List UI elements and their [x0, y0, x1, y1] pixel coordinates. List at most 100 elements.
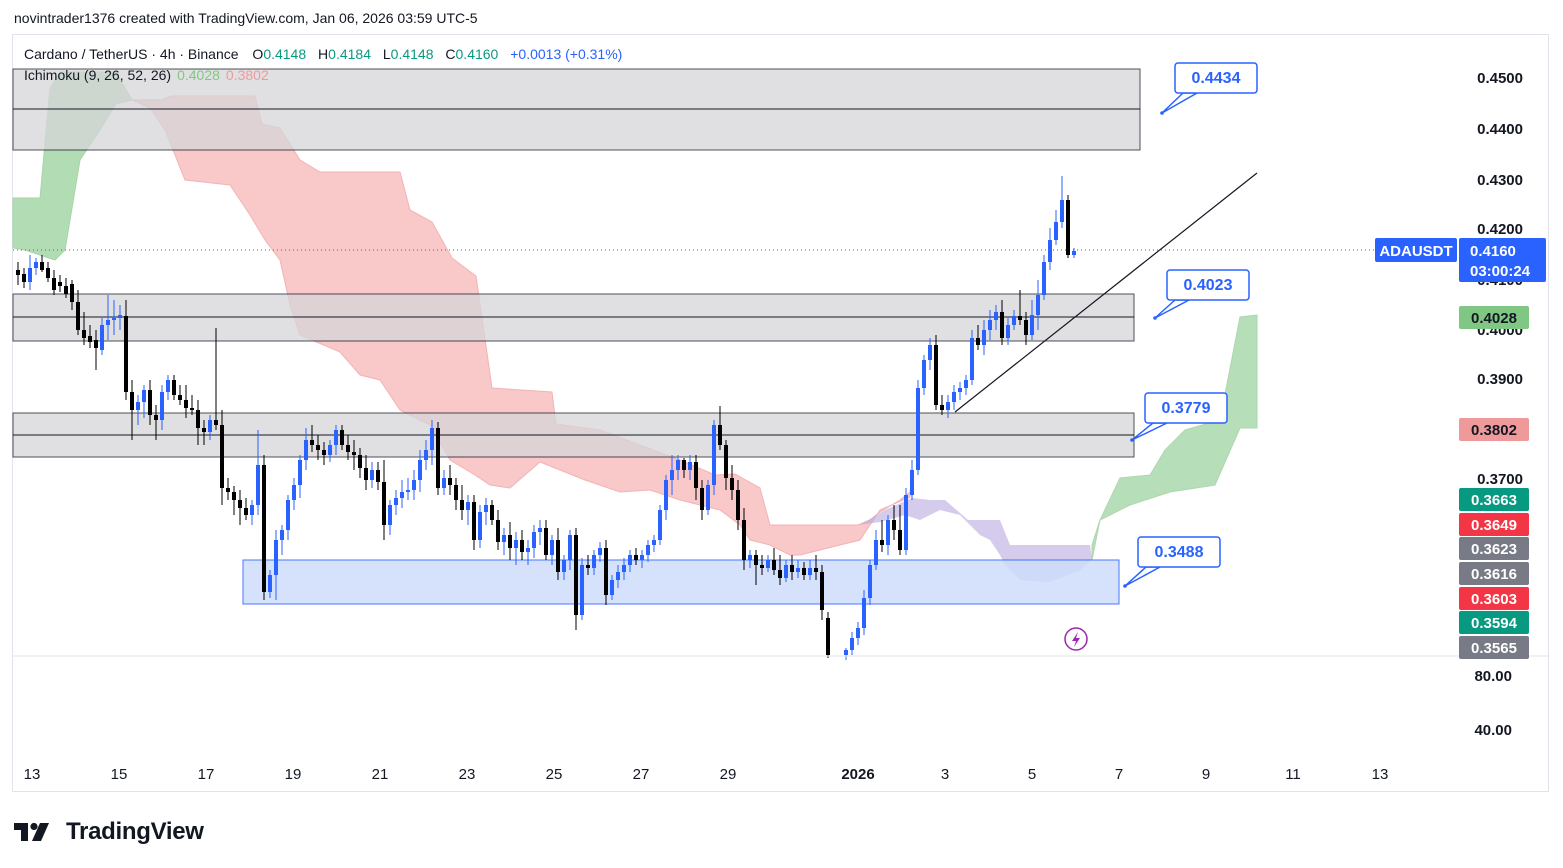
candle-body	[388, 505, 392, 525]
candle-body	[322, 450, 326, 455]
candle-body	[580, 565, 584, 615]
candle-body	[1066, 200, 1070, 255]
symbol-badge-bg	[1375, 238, 1457, 262]
candle-body	[598, 548, 602, 555]
candle-body	[430, 428, 434, 450]
candle-body	[364, 468, 368, 480]
candle-body	[562, 560, 566, 572]
candle-body	[868, 565, 872, 598]
ichimoku-legend[interactable]: Ichimoku (9, 26, 52, 26) 0.4028 0.3802	[24, 67, 269, 83]
price-callout-0-4023[interactable]: 0.4023	[1153, 269, 1250, 320]
candle-body	[178, 395, 182, 400]
candle-body	[958, 388, 962, 392]
candle-body	[970, 338, 974, 380]
callout-pointer	[1131, 422, 1168, 441]
candle-body	[922, 360, 926, 388]
candle-body	[508, 535, 512, 548]
price-badge-bg	[1459, 587, 1529, 610]
candle-body	[94, 340, 98, 348]
candle-body	[778, 570, 782, 578]
candle-body	[670, 470, 674, 480]
callout-label: 0.3779	[1162, 400, 1211, 417]
time-tick: 9	[1202, 766, 1210, 783]
current-price-badge[interactable]: ADAUSDT 0.4160 03:00:24	[1375, 238, 1546, 282]
candle-body	[592, 555, 596, 568]
candle-body	[724, 445, 728, 478]
candle-body	[484, 505, 488, 512]
time-tick: 5	[1028, 766, 1036, 783]
candle-body	[412, 480, 416, 490]
candle-body	[352, 452, 356, 455]
candle-body	[298, 460, 302, 485]
candle-body	[706, 485, 710, 510]
candle-body	[820, 572, 824, 610]
price-zones	[12, 68, 1141, 605]
candle-body	[88, 336, 92, 342]
candle-body	[448, 478, 452, 485]
time-tick: 17	[198, 766, 215, 783]
candle-body	[664, 480, 668, 510]
candle-body	[262, 465, 266, 592]
price-badge-label: 0.3594	[1471, 615, 1518, 632]
price-badge-bg	[1459, 562, 1529, 585]
candle-body	[550, 540, 554, 555]
candle-body	[622, 565, 626, 572]
candle-body	[418, 460, 422, 480]
candle-body	[136, 402, 140, 410]
callout-box	[1137, 536, 1221, 568]
close-label: C	[445, 46, 456, 62]
open-value: 0.4148	[263, 46, 307, 62]
candle-body	[1024, 320, 1028, 335]
candle-body	[1036, 295, 1040, 315]
candle-body	[460, 500, 464, 510]
candle-body	[124, 316, 128, 392]
candle-body	[208, 420, 212, 432]
candle-body	[166, 380, 170, 392]
price-callout-0-4434[interactable]: 0.4434	[1160, 62, 1258, 115]
candle-body	[604, 548, 608, 595]
candle-body	[310, 440, 314, 445]
candle-body	[436, 428, 440, 488]
price-badge-bg	[1459, 513, 1529, 536]
candle-body	[514, 540, 518, 548]
candle-body	[646, 545, 650, 555]
price-tick: 0.4200	[1477, 221, 1523, 238]
candle-body	[658, 510, 662, 540]
trend-line	[954, 172, 1258, 413]
candle-body	[526, 548, 530, 552]
candle-body	[202, 428, 206, 432]
candle-body	[1048, 240, 1052, 262]
price-badge: 0.3623	[1459, 537, 1529, 560]
candle-body	[652, 540, 656, 545]
candle-body	[892, 520, 896, 530]
demand-zone-blue	[242, 559, 1120, 605]
candle-body	[454, 485, 458, 500]
candle-body	[250, 505, 254, 515]
price-badge-bg	[1459, 636, 1529, 659]
candle-body	[520, 540, 524, 552]
candle-body	[862, 598, 866, 628]
symbol-name[interactable]: Cardano / TetherUS · 4h · Binance	[24, 46, 239, 62]
time-tick: 23	[459, 766, 476, 783]
callout-box	[1166, 269, 1250, 301]
price-badge-label: 0.3623	[1471, 541, 1517, 558]
candle-body	[730, 478, 734, 490]
candle-body	[616, 572, 620, 580]
callout-anchor	[1130, 438, 1134, 442]
candle-body	[244, 508, 248, 515]
price-callout-0-3488[interactable]: 0.3488	[1123, 536, 1221, 588]
candle-body	[916, 388, 920, 470]
candle-body	[1060, 200, 1064, 222]
callout-anchor	[1123, 584, 1127, 588]
candle-body	[532, 532, 536, 548]
candle-body	[154, 415, 158, 420]
flash-icon[interactable]	[1064, 627, 1088, 651]
price-callout-0-3779[interactable]: 0.3779	[1130, 392, 1228, 442]
candle-body	[280, 530, 284, 540]
tradingview-logo[interactable]: TradingView	[14, 818, 204, 846]
candle-body	[556, 540, 560, 572]
time-tick: 2026	[841, 766, 874, 783]
current-price-label: 0.4160	[1470, 243, 1516, 260]
candle-body	[34, 262, 38, 268]
